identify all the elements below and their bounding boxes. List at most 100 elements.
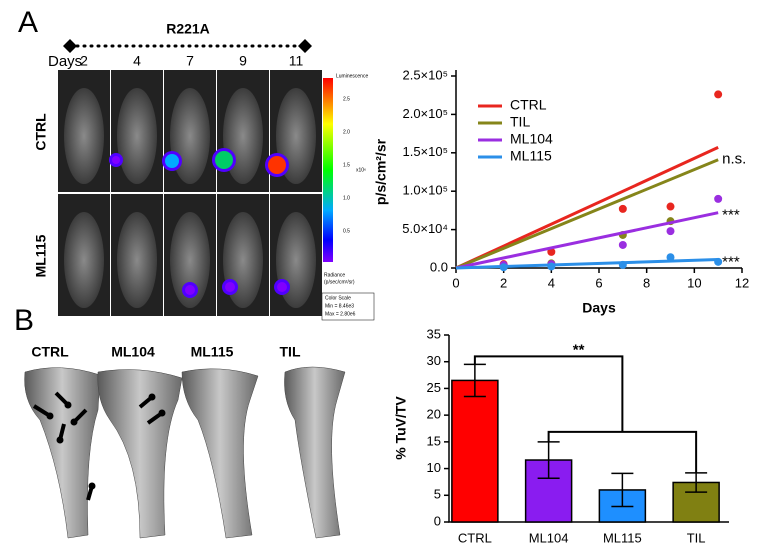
signal (268, 156, 286, 174)
y-tick-label: 2.0×10⁵ (402, 106, 448, 121)
mouse-body (117, 88, 157, 184)
colorbar-radiance-unit: (p/sec/cm²/sr) (324, 279, 355, 285)
y-tick-label: 30 (427, 353, 441, 368)
x-tick-label: CTRL (458, 530, 492, 545)
significance: *** (722, 207, 740, 224)
bone-image (24, 367, 101, 539)
signal (215, 151, 233, 169)
arrow-head (88, 482, 96, 490)
day-label: 7 (186, 53, 194, 69)
point (499, 263, 508, 272)
significance: *** (722, 254, 740, 271)
day-label: 9 (239, 53, 247, 69)
legend-label: CTRL (510, 97, 547, 113)
point (714, 90, 723, 99)
colorbar-tick: 1.0 (343, 195, 350, 201)
legend-label: TIL (510, 114, 530, 130)
y-tick-label: 1.0×10⁵ (402, 183, 448, 198)
day-label: 11 (289, 53, 304, 69)
colorbar (323, 78, 333, 262)
x-tick-label: 6 (595, 275, 602, 290)
bone-image (181, 368, 259, 539)
point (547, 247, 556, 256)
x-tick-label: 10 (687, 275, 701, 290)
error-bar (685, 472, 708, 493)
fit-line (455, 158, 719, 270)
arrow-head (70, 418, 78, 426)
scale-min: Min = 8.46e3 (325, 303, 354, 309)
panel-label: A (18, 6, 38, 39)
error-bar (463, 363, 486, 398)
error-bar (611, 472, 634, 508)
mouse-body (117, 212, 157, 308)
legend-label: ML104 (510, 131, 553, 147)
colorbar-title: Luminescence (336, 73, 368, 79)
point (666, 227, 675, 236)
panel-label: B (14, 304, 34, 337)
x-tick-label: 2 (500, 275, 507, 290)
x-tick-label: 8 (643, 275, 650, 290)
x-tick-label: ML104 (529, 530, 569, 545)
point (618, 240, 627, 249)
y-tick-label: 5 (434, 487, 441, 502)
bone-image (284, 366, 346, 539)
y-axis-label: p/s/cm²/sr (373, 138, 389, 205)
day-label: 4 (133, 53, 141, 69)
significance: ** (573, 341, 585, 358)
bone-label: TIL (280, 344, 301, 360)
colorbar-tick: 2.5 (343, 96, 350, 102)
y-tick-label: 5.0×10⁴ (402, 221, 448, 236)
signal (225, 282, 235, 292)
point (547, 262, 556, 271)
y-tick-label: 25 (427, 380, 441, 395)
point (618, 260, 627, 269)
x-tick-label: ML115 (603, 530, 642, 545)
x-tick-label: 0 (452, 275, 459, 290)
point (666, 202, 675, 211)
point (666, 253, 675, 262)
days-label: Days (48, 53, 82, 70)
y-tick-label: 2.5×10⁵ (402, 67, 448, 82)
colorbar-tick: 1.5 (343, 162, 350, 168)
colorbar-radiance: Radiance (324, 272, 345, 278)
signal (277, 282, 287, 292)
x-tick-label: 4 (548, 275, 555, 290)
signal (165, 154, 179, 168)
point (714, 194, 723, 203)
colorbar-tick: 2.0 (343, 129, 350, 135)
y-tick-label: 10 (427, 460, 441, 475)
point (714, 257, 723, 266)
y-axis-label: % TuV/TV (393, 396, 409, 460)
bone-label: ML104 (111, 344, 155, 360)
arrow-head (56, 436, 64, 444)
fit-line (455, 211, 719, 270)
arrow-head (148, 393, 156, 401)
mouse-body (64, 88, 104, 184)
x-axis-label: Days (582, 300, 616, 316)
bone-image (97, 369, 183, 539)
day-label: 2 (80, 53, 88, 69)
legend-label: ML115 (510, 148, 552, 164)
signal (185, 285, 195, 295)
y-tick-label: 1.5×10⁵ (402, 144, 448, 159)
bone-label: ML115 (191, 344, 234, 360)
row-label: ML115 (33, 234, 49, 277)
mouse-body (170, 212, 210, 308)
arrow-head (64, 401, 72, 409)
point (618, 204, 627, 213)
fit-line (455, 258, 719, 270)
colorbar-tick: 0.5 (343, 228, 350, 234)
row-label: CTRL (33, 113, 49, 151)
y-tick-label: 15 (427, 433, 441, 448)
y-tick-label: 0.0 (430, 259, 448, 274)
mouse-body (64, 212, 104, 308)
bracket (473, 355, 698, 473)
x-tick-label: 12 (735, 275, 749, 290)
bone-label: CTRL (31, 344, 69, 360)
arrow-head (46, 412, 54, 420)
y-tick-label: 35 (427, 326, 441, 341)
arrow-head (158, 409, 166, 417)
fit-line (455, 146, 719, 270)
y-tick-label: 0 (434, 513, 441, 528)
scale-title: Color Scale (325, 295, 351, 301)
